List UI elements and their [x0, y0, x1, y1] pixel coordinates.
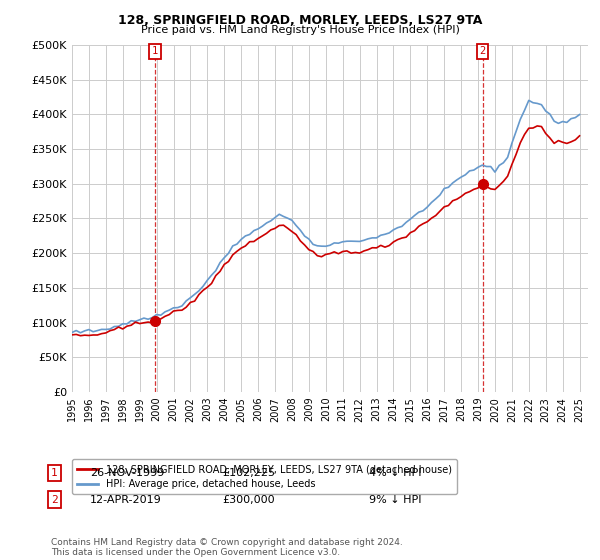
Text: 26-NOV-1999: 26-NOV-1999: [90, 468, 164, 478]
Text: £300,000: £300,000: [222, 494, 275, 505]
Text: Price paid vs. HM Land Registry's House Price Index (HPI): Price paid vs. HM Land Registry's House …: [140, 25, 460, 35]
Text: 9% ↓ HPI: 9% ↓ HPI: [369, 494, 421, 505]
Text: 2: 2: [51, 494, 58, 505]
Text: 4% ↓ HPI: 4% ↓ HPI: [369, 468, 421, 478]
Text: 1: 1: [152, 46, 158, 56]
Text: 128, SPRINGFIELD ROAD, MORLEY, LEEDS, LS27 9TA: 128, SPRINGFIELD ROAD, MORLEY, LEEDS, LS…: [118, 14, 482, 27]
Text: Contains HM Land Registry data © Crown copyright and database right 2024.
This d: Contains HM Land Registry data © Crown c…: [51, 538, 403, 557]
Text: 1: 1: [51, 468, 58, 478]
Text: 12-APR-2019: 12-APR-2019: [90, 494, 162, 505]
Text: £102,225: £102,225: [222, 468, 275, 478]
Legend: 128, SPRINGFIELD ROAD, MORLEY, LEEDS, LS27 9TA (detached house), HPI: Average pr: 128, SPRINGFIELD ROAD, MORLEY, LEEDS, LS…: [72, 459, 457, 494]
Text: 2: 2: [479, 46, 486, 56]
